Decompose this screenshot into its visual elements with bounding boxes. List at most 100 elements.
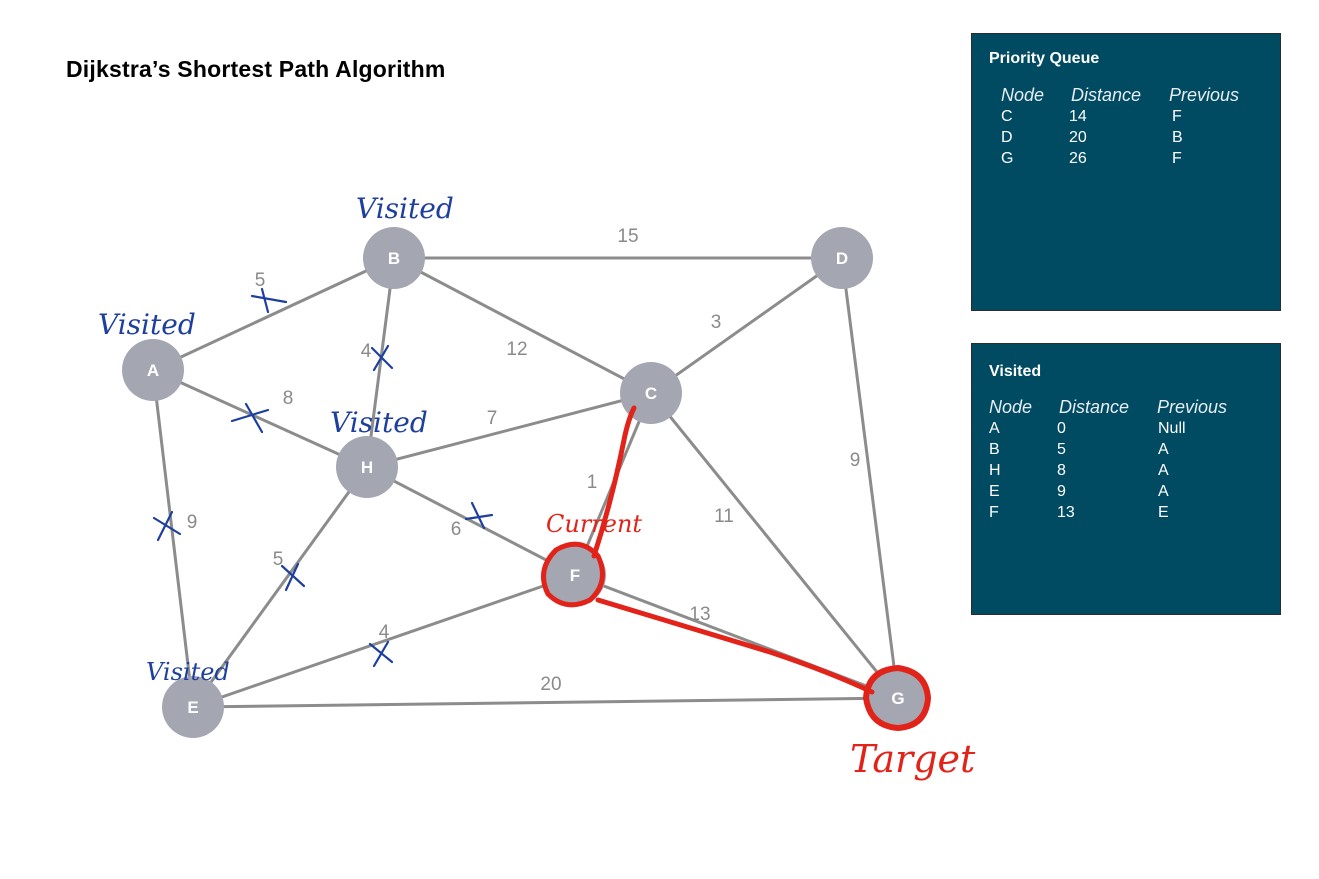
visited-title: Visited xyxy=(989,363,1042,380)
edge-ae xyxy=(151,369,195,708)
node-circle xyxy=(162,676,224,738)
cross-mark-bh xyxy=(370,344,394,372)
visited-header-previous: Previous xyxy=(1157,397,1228,417)
node-circle xyxy=(867,667,929,729)
edge-weight-ae: 9 xyxy=(187,512,198,533)
target-node-circle-g xyxy=(863,665,931,731)
visited-annotation-e: Visited xyxy=(146,658,230,686)
visited-cell-distance: 0 xyxy=(1057,420,1066,437)
visited-cell-node: E xyxy=(989,483,1000,500)
edge-weight-cg: 11 xyxy=(714,506,734,527)
cross-mark-fe xyxy=(368,640,394,668)
visited-cell-previous: A xyxy=(1158,483,1169,500)
node-b: B xyxy=(363,227,425,289)
visited-cell-previous: A xyxy=(1158,462,1169,479)
pq-cell-distance: 14 xyxy=(1069,108,1087,125)
cross-mark-ae xyxy=(152,510,182,542)
visited-cell-node: B xyxy=(989,441,1000,458)
visited-annotation-b: Visited xyxy=(356,192,454,225)
visited-cell-node: F xyxy=(989,504,999,521)
edge-weight-he: 5 xyxy=(273,549,284,570)
current-edge-highlight xyxy=(591,405,637,559)
edge-bc xyxy=(393,256,652,395)
node-label: G xyxy=(891,689,904,708)
visited-header-distance: Distance xyxy=(1059,397,1130,417)
pq-cell-distance: 20 xyxy=(1069,129,1087,146)
edge-he xyxy=(191,466,369,708)
current-node-circle-f xyxy=(541,541,605,608)
visited-cell-distance: 9 xyxy=(1057,483,1066,500)
visited-cell-previous: Null xyxy=(1158,420,1186,437)
edge-eg xyxy=(192,696,899,709)
pq-cell-previous: F xyxy=(1172,108,1182,125)
cross-mark-ah xyxy=(230,402,270,434)
cross-mark-he xyxy=(280,562,306,592)
node-label: H xyxy=(361,458,373,477)
edge-weight-dc: 3 xyxy=(711,312,722,333)
node-circle xyxy=(336,436,398,498)
current-annotation: Current xyxy=(546,510,642,538)
node-label: C xyxy=(645,384,657,403)
node-d: D xyxy=(811,227,873,289)
page-title: Dijkstra’s Shortest Path Algorithm xyxy=(66,56,446,82)
visited-panel: Visited Node Distance Previous A 0 Null … xyxy=(971,343,1281,615)
node-label: E xyxy=(187,698,198,717)
edge-dc xyxy=(650,256,843,395)
edges-layer xyxy=(151,256,900,709)
node-circle xyxy=(544,544,606,606)
edge-weight-bd: 15 xyxy=(617,226,638,247)
edge-weight-bc: 12 xyxy=(506,339,527,360)
edge-weight-dg: 9 xyxy=(850,450,861,471)
node-h: H xyxy=(336,436,398,498)
visited-cell-node: A xyxy=(989,420,1000,437)
edge-hc xyxy=(366,391,652,469)
node-label: A xyxy=(147,361,159,380)
cross-mark-hf xyxy=(464,501,494,530)
edge-weight-cf: 1 xyxy=(587,472,598,493)
node-circle xyxy=(363,227,425,289)
node-label: B xyxy=(388,249,400,268)
pq-cell-distance: 26 xyxy=(1069,150,1087,167)
edge-ah xyxy=(152,368,368,469)
cross-marks xyxy=(152,287,494,668)
visited-annotation-a: Visited xyxy=(98,308,196,341)
edge-weight-hf: 6 xyxy=(451,519,462,540)
visited-cell-node: H xyxy=(989,462,1001,479)
visited-annotation-h: Visited xyxy=(330,406,428,439)
edge-weight-fe: 4 xyxy=(379,622,390,643)
visited-cell-distance: 8 xyxy=(1057,462,1066,479)
visited-header-node: Node xyxy=(989,397,1033,417)
node-circle xyxy=(811,227,873,289)
edge-weight-ab: 5 xyxy=(255,270,266,291)
pq-cell-previous: F xyxy=(1172,150,1182,167)
edge-weight-eg: 20 xyxy=(540,674,561,695)
node-label: D xyxy=(836,249,848,268)
edge-bh xyxy=(365,257,396,468)
pq-cell-node: D xyxy=(1001,129,1013,146)
edge-weight-hc: 7 xyxy=(487,408,498,429)
pq-header-distance: Distance xyxy=(1071,85,1142,105)
edge-cg xyxy=(649,392,900,699)
visited-cell-previous: A xyxy=(1158,441,1169,458)
node-circle xyxy=(122,339,184,401)
node-f: F xyxy=(544,544,606,606)
pq-header-node: Node xyxy=(1001,85,1045,105)
node-g: G xyxy=(867,667,929,729)
target-edge-highlight xyxy=(595,597,875,695)
cross-mark-ab xyxy=(250,287,288,314)
edge-hf xyxy=(366,465,576,577)
edge-weight-fg: 13 xyxy=(689,604,710,625)
edge-dg xyxy=(840,257,900,699)
visited-cell-distance: 13 xyxy=(1057,504,1075,521)
edge-weight-bh: 4 xyxy=(361,341,372,362)
pq-cell-node: C xyxy=(1001,108,1013,125)
node-a: A xyxy=(122,339,184,401)
pq-header-previous: Previous xyxy=(1169,85,1240,105)
edge-ab xyxy=(152,256,395,372)
visited-cell-distance: 5 xyxy=(1057,441,1066,458)
edge-weight-ah: 8 xyxy=(283,388,294,409)
node-label: F xyxy=(570,566,580,585)
pq-cell-node: G xyxy=(1001,150,1014,167)
